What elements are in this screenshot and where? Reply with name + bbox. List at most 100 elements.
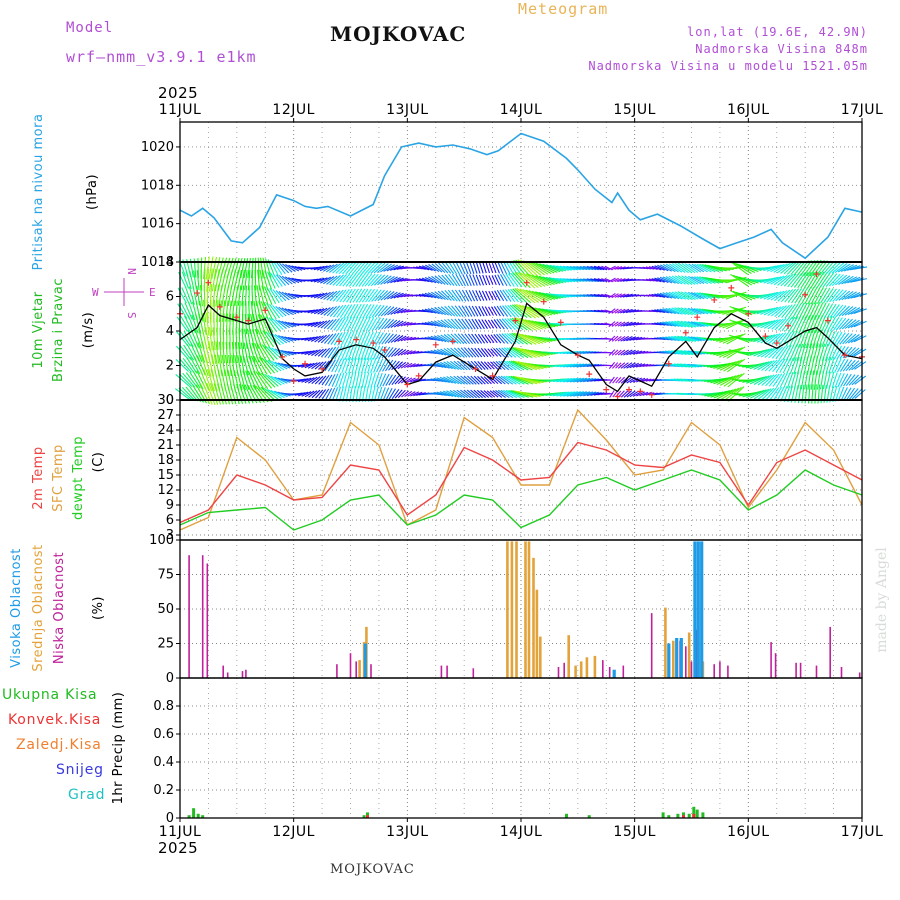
wind-axis-title-2: Brzina i Pravac [51, 278, 66, 382]
wind-arrow [774, 290, 788, 302]
wind-arrow [372, 345, 381, 360]
wind-arrow [261, 372, 276, 388]
wind-arrow [346, 316, 356, 332]
wind-arrow [307, 293, 319, 298]
wind-arrow [651, 293, 662, 298]
low-cloud-bar [206, 563, 209, 678]
wind-gust-marker [586, 371, 593, 378]
wind-arrow [193, 270, 197, 290]
wind-arrow [799, 329, 807, 348]
wind-arrow [807, 302, 817, 321]
dewpoint-line [179, 469, 863, 531]
wind-arrow [440, 348, 453, 357]
wind-arrow [447, 318, 459, 330]
wind-arrow [654, 277, 666, 283]
wind-arrow [671, 291, 686, 300]
wind-arrow [240, 355, 246, 376]
wind-arrow [320, 319, 331, 329]
wind-gust-marker [216, 303, 223, 310]
wind-arrow [269, 272, 280, 288]
wind-arrow [620, 321, 630, 327]
wind-arrow [767, 318, 781, 330]
wind-arrow [776, 386, 785, 402]
wind-arrow [304, 309, 315, 313]
wind-arrow [356, 303, 365, 319]
wind-arrow [190, 343, 200, 362]
wind-arrow [433, 362, 447, 369]
wind-arrow [612, 376, 619, 384]
wind-arrow [424, 336, 437, 341]
wind-arrow [332, 262, 345, 274]
wind-arrow [620, 390, 629, 398]
wind-arrow [853, 335, 867, 343]
wind-arrow [364, 273, 376, 287]
wind-arrow [620, 362, 629, 369]
bottom-date-label: 16JUL [727, 824, 770, 840]
wind-arrow [434, 307, 447, 316]
wind-arrow [460, 333, 471, 345]
wind-gust-marker [694, 314, 701, 321]
wind-arrow [783, 261, 797, 275]
high-cloud-bar [675, 638, 679, 678]
wind-arrow [454, 318, 465, 330]
wind-arrow [665, 307, 680, 315]
wind-arrow [514, 288, 532, 304]
wind-arrow [854, 361, 867, 370]
wind-arrow [827, 344, 836, 361]
wind-arrow [620, 308, 630, 314]
wind-arrow [430, 335, 444, 342]
wind-gust-marker [648, 391, 655, 398]
wind-arrow [179, 358, 192, 373]
wind-arrow [793, 260, 806, 276]
wind-arrow [407, 363, 416, 368]
wind-arrow [250, 355, 261, 376]
wind-arrow [507, 289, 519, 303]
wind-arrow [620, 293, 630, 298]
wind-arrow [770, 305, 784, 317]
wind-arrow [342, 273, 354, 287]
wind-arrow [822, 356, 828, 375]
wind-arrow [766, 264, 782, 272]
wind-arrow [690, 336, 705, 342]
wind-arrow [185, 372, 198, 389]
wind-arrow [421, 322, 434, 326]
wind-arrow [439, 391, 454, 397]
low-cloud-bar [188, 555, 190, 678]
wind-arrow [770, 263, 785, 273]
wind-arrow [281, 335, 294, 342]
wind-arrow [623, 362, 633, 369]
wind-unit-label: (m/s) [81, 312, 96, 348]
top-date-label: 12JUL [272, 102, 315, 118]
low-cloud-bar [472, 668, 475, 678]
wind-arrow [609, 376, 615, 384]
wind-arrow [298, 391, 309, 397]
wind-arrow [645, 266, 655, 270]
wind-arrow [611, 265, 620, 271]
wind-arrow [813, 287, 824, 305]
wind-arrow [780, 262, 794, 274]
wind-arrow [531, 290, 553, 301]
top-date-label: 13JUL [386, 102, 429, 118]
wind-arrow [209, 383, 219, 405]
wind-arrow [278, 320, 290, 329]
wind-arrow [604, 277, 613, 283]
wind-arrow [757, 388, 772, 400]
wind-arrow [504, 333, 517, 345]
wind-arrow [549, 277, 567, 283]
wind-arrow [385, 359, 394, 372]
wind-arrow [374, 305, 385, 318]
wind-arrow [335, 262, 348, 274]
wind-arrow [853, 348, 867, 357]
wind-arrow [203, 256, 207, 280]
wind-arrow [645, 278, 655, 282]
wind-gust-marker [381, 346, 388, 353]
wind-arrow [767, 333, 781, 345]
wind-arrow [351, 357, 357, 374]
wind-arrow [784, 288, 797, 303]
wind-arrow [510, 260, 523, 276]
wind-arrow [340, 317, 349, 332]
wind-arrow [246, 342, 252, 363]
wind-arrow [847, 276, 861, 284]
temp-unit-label: (C) [91, 452, 106, 473]
mid-cloud-bar [506, 541, 509, 678]
